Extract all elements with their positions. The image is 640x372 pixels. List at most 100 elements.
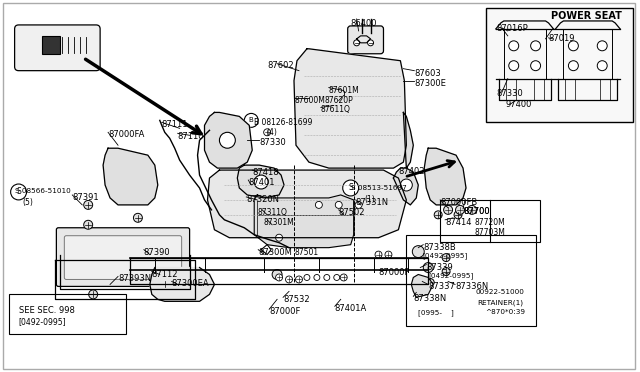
Circle shape	[264, 129, 271, 136]
Text: 87320N: 87320N	[246, 195, 279, 204]
Circle shape	[335, 201, 342, 208]
Circle shape	[272, 270, 282, 279]
Text: S 08566-51010: S 08566-51010	[15, 188, 70, 194]
Text: [0492-0995]: [0492-0995]	[19, 317, 66, 326]
Circle shape	[355, 201, 362, 208]
Circle shape	[342, 180, 358, 196]
Polygon shape	[294, 49, 406, 168]
Text: S: S	[348, 183, 353, 192]
Circle shape	[531, 61, 541, 71]
Text: 00922-51000: 00922-51000	[476, 289, 525, 295]
Text: 87000F: 87000F	[269, 307, 301, 316]
Circle shape	[434, 211, 442, 219]
Circle shape	[160, 280, 169, 289]
Text: 87111: 87111	[162, 121, 188, 129]
Text: 87703M: 87703M	[475, 228, 506, 237]
Text: 87502: 87502	[339, 208, 365, 217]
Circle shape	[442, 267, 450, 276]
Circle shape	[133, 214, 142, 222]
Text: 87331N: 87331N	[356, 198, 388, 207]
Text: 87311Q: 87311Q	[257, 208, 287, 217]
Text: (4): (4)	[266, 128, 277, 137]
Circle shape	[375, 251, 382, 258]
Circle shape	[467, 205, 476, 214]
Text: 87112: 87112	[152, 270, 179, 279]
Text: 87700: 87700	[463, 207, 490, 216]
Text: 87600M: 87600M	[294, 96, 325, 105]
Circle shape	[11, 184, 26, 200]
Text: 87602: 87602	[267, 61, 294, 70]
Text: 87019: 87019	[548, 34, 575, 43]
Text: 87720M: 87720M	[475, 218, 506, 227]
Circle shape	[423, 263, 433, 273]
Circle shape	[509, 41, 518, 51]
Text: 87700: 87700	[463, 207, 490, 216]
Text: 87300E: 87300E	[414, 78, 446, 88]
Circle shape	[385, 251, 392, 258]
Text: S: S	[16, 187, 21, 196]
Circle shape	[334, 275, 340, 280]
Text: B: B	[249, 118, 253, 124]
Circle shape	[442, 254, 450, 262]
Circle shape	[254, 175, 268, 189]
Text: 87000FB: 87000FB	[440, 198, 477, 207]
Circle shape	[412, 246, 424, 257]
Text: 87338N: 87338N	[413, 294, 447, 304]
Text: 87501: 87501	[295, 248, 319, 257]
Circle shape	[296, 276, 303, 283]
Text: 97400: 97400	[506, 100, 532, 109]
Text: 87300EA: 87300EA	[172, 279, 209, 288]
Circle shape	[426, 279, 434, 286]
Text: S 08513-51697: S 08513-51697	[351, 185, 406, 191]
Text: 87330: 87330	[259, 138, 286, 147]
FancyBboxPatch shape	[65, 236, 182, 279]
Text: POWER SEAT: POWER SEAT	[550, 11, 621, 21]
Circle shape	[568, 61, 579, 71]
Text: (1): (1)	[365, 195, 375, 204]
Polygon shape	[205, 112, 252, 168]
Text: 87337: 87337	[428, 282, 455, 291]
Circle shape	[354, 40, 360, 46]
Text: 87300M: 87300M	[258, 248, 292, 257]
Text: 87301M: 87301M	[263, 218, 294, 227]
Text: 87414: 87414	[445, 218, 472, 227]
Circle shape	[84, 220, 93, 229]
Circle shape	[244, 113, 258, 127]
Text: 87338B: 87338B	[423, 243, 456, 252]
FancyBboxPatch shape	[15, 25, 100, 71]
Circle shape	[314, 275, 320, 280]
Bar	[486, 8, 633, 122]
Circle shape	[285, 276, 292, 283]
Text: 87336N: 87336N	[455, 282, 488, 291]
Text: B 08126-81699: B 08126-81699	[254, 118, 312, 127]
Text: 87620P: 87620P	[325, 96, 353, 105]
Text: 87330: 87330	[497, 89, 524, 97]
Circle shape	[401, 179, 412, 191]
Circle shape	[340, 274, 347, 281]
Circle shape	[316, 201, 323, 208]
Text: 87339: 87339	[426, 263, 453, 272]
Circle shape	[509, 61, 518, 71]
FancyBboxPatch shape	[56, 228, 189, 286]
Text: 87016P: 87016P	[497, 24, 529, 33]
Text: [0492-0995]: [0492-0995]	[428, 273, 474, 279]
Text: 87393N: 87393N	[118, 275, 151, 283]
Text: RETAINER(1): RETAINER(1)	[477, 299, 523, 306]
Text: 86400: 86400	[351, 19, 377, 28]
Text: 87532: 87532	[283, 295, 310, 304]
Text: 87401: 87401	[248, 178, 275, 187]
FancyBboxPatch shape	[348, 26, 383, 54]
Text: 87402: 87402	[398, 167, 425, 176]
Text: 87110: 87110	[178, 132, 204, 141]
Circle shape	[89, 290, 98, 299]
Text: 87000FA: 87000FA	[108, 130, 145, 140]
Bar	[440, 200, 540, 242]
Circle shape	[304, 275, 310, 280]
Polygon shape	[424, 148, 466, 205]
Circle shape	[276, 234, 283, 241]
Circle shape	[220, 132, 236, 148]
Polygon shape	[403, 112, 413, 168]
Polygon shape	[254, 195, 354, 248]
Bar	[42, 36, 60, 54]
Text: [0995-    ]: [0995- ]	[419, 309, 454, 316]
